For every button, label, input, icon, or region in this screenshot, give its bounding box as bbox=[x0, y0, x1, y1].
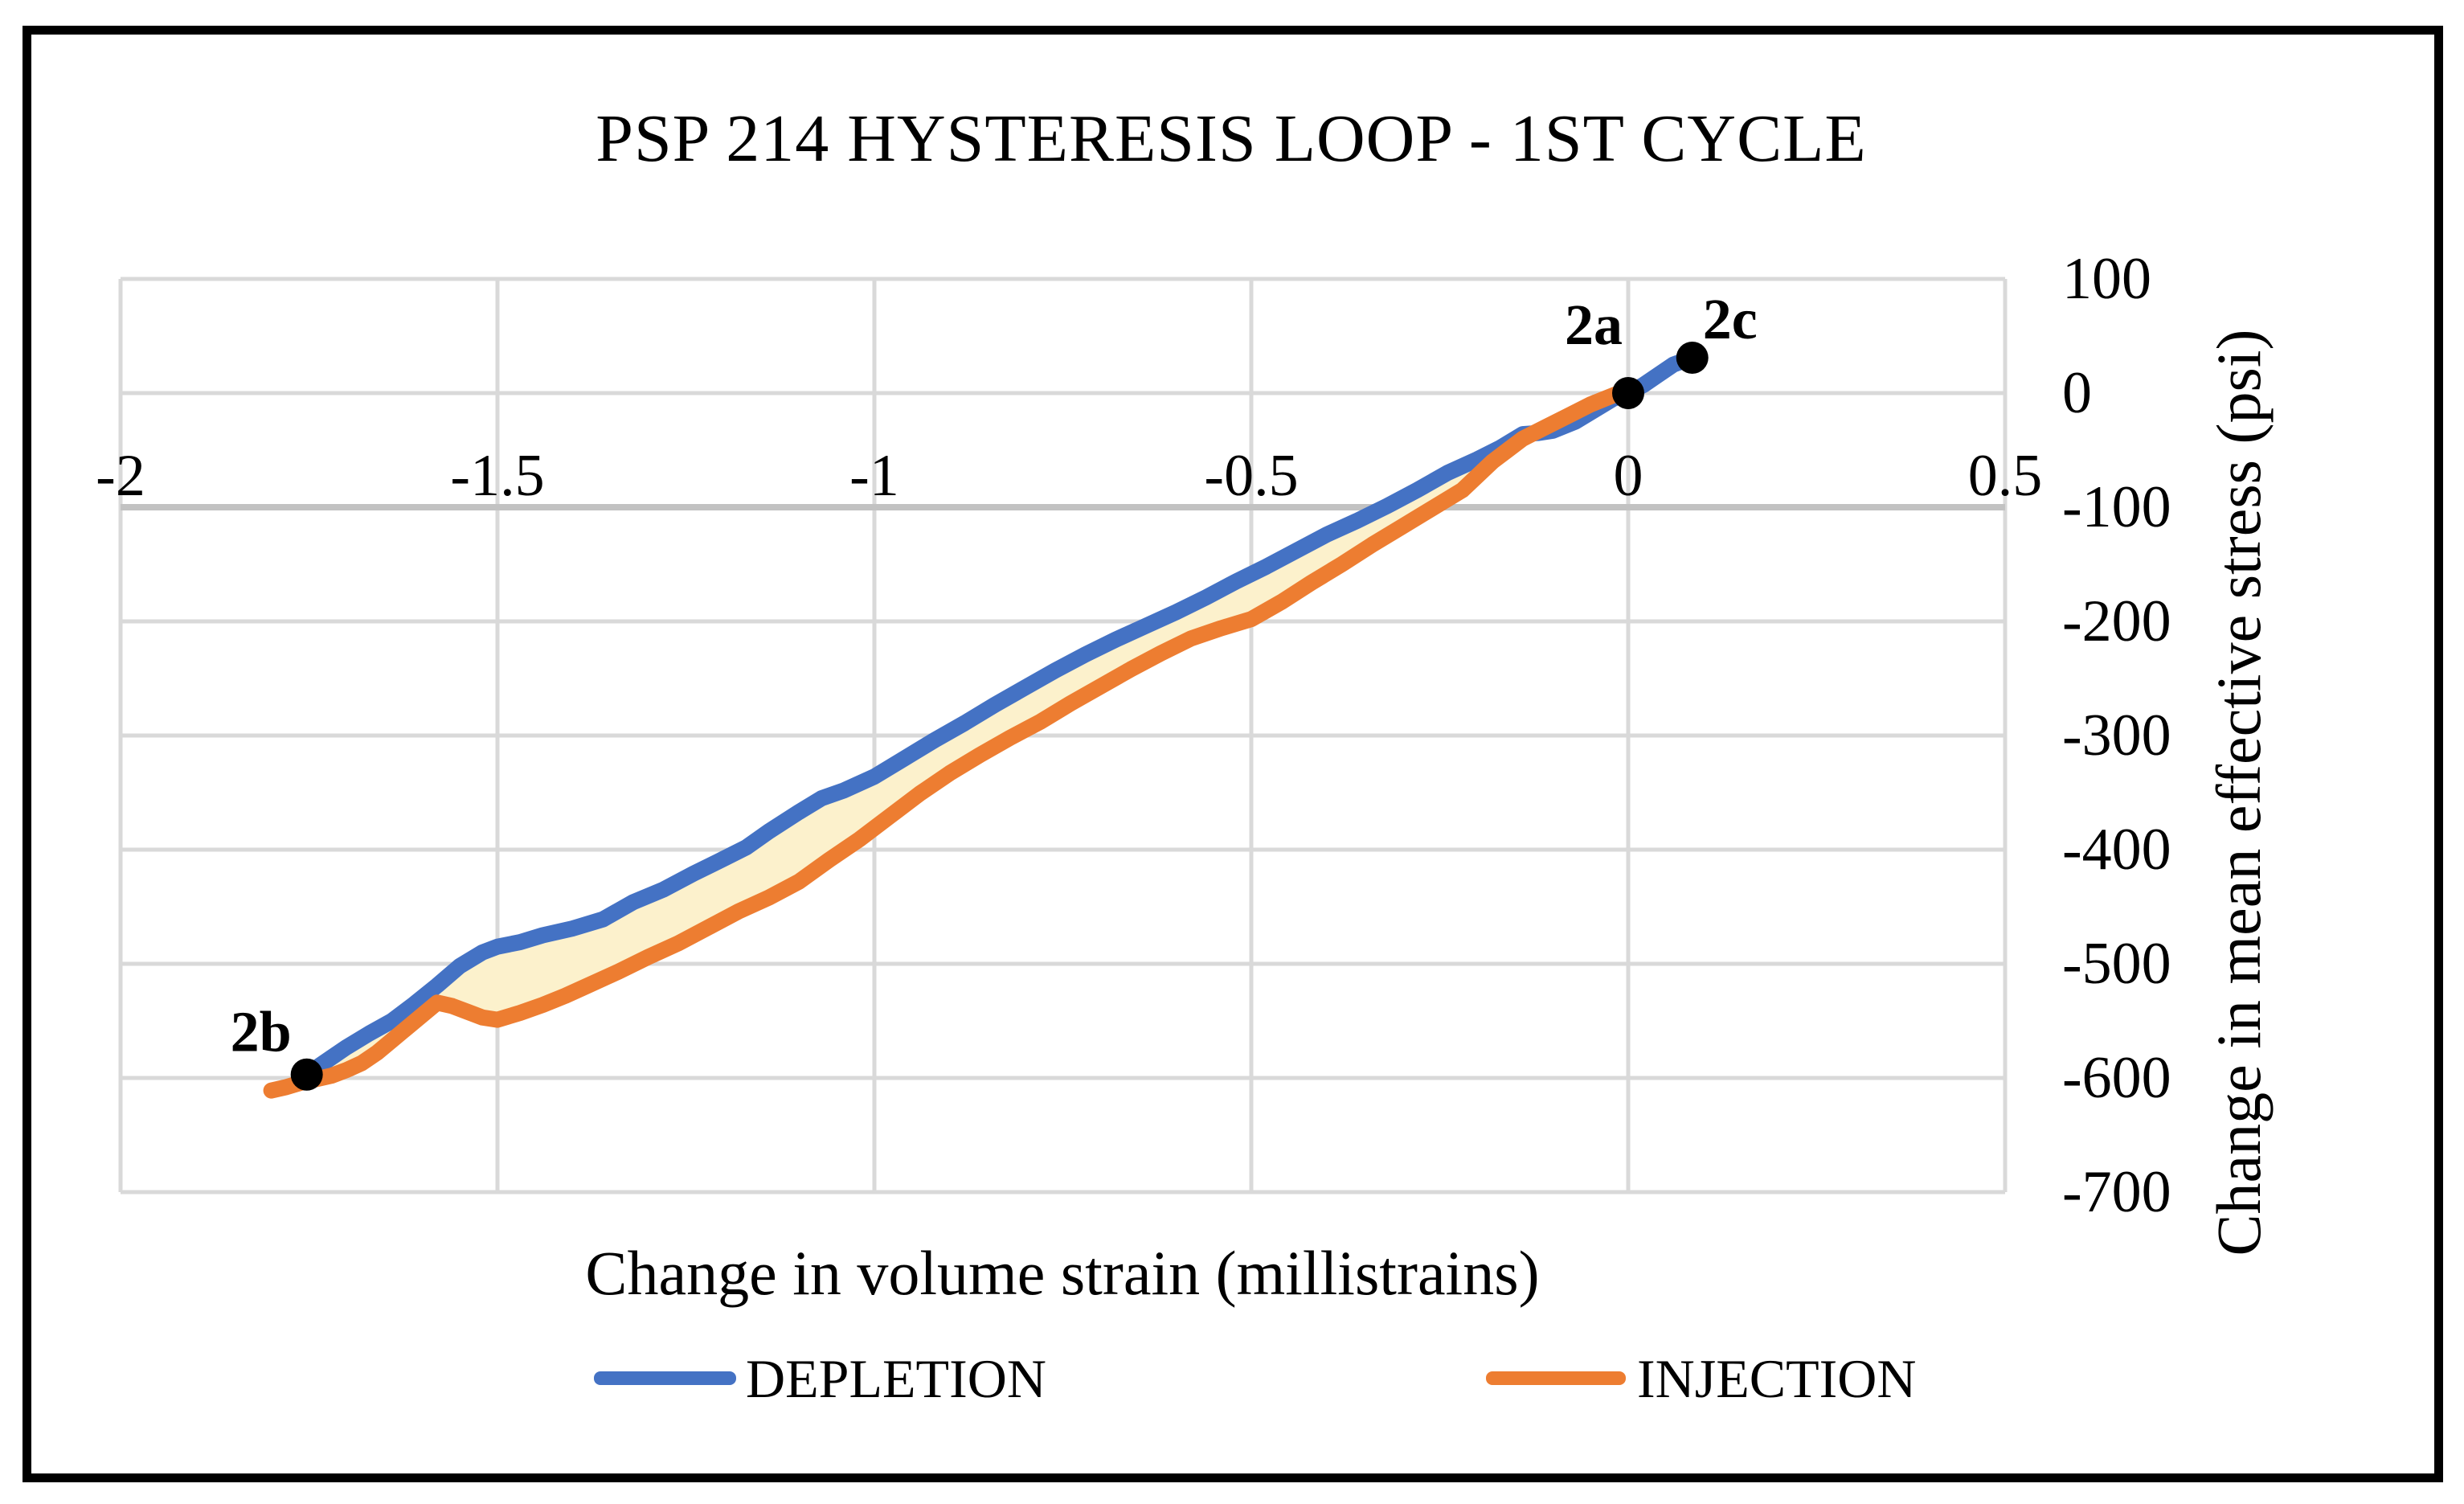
data-point-marker-2a bbox=[1612, 377, 1644, 409]
y-axis-title: Change in mean effective stress (psi) bbox=[2204, 329, 2274, 1256]
data-point-marker-2c bbox=[1676, 341, 1709, 374]
x-tick-label: -2 bbox=[96, 443, 145, 509]
y-tick-label: -600 bbox=[2062, 1045, 2171, 1111]
y-tick-label: 100 bbox=[2062, 246, 2151, 312]
x-tick-label: -0.5 bbox=[1204, 443, 1298, 509]
legend: DEPLETION INJECTION bbox=[594, 1348, 1917, 1409]
data-point-marker-2b bbox=[290, 1058, 323, 1091]
axis-tick-labels: -2 -1.5 -1 -0.5 0 0.5 100 0 -100 -200 -300 -400 -500… bbox=[96, 246, 2171, 1225]
data-series-lines bbox=[263, 349, 1701, 1099]
chart-frame bbox=[23, 26, 2443, 1482]
point-annotations: 2a 2b 2c bbox=[231, 287, 1758, 1091]
depletion-legend-swatch bbox=[594, 1371, 736, 1385]
annotation-label-2a: 2a bbox=[1565, 293, 1623, 357]
x-axis-title: Change in volume strain (millistrains) bbox=[585, 1238, 1539, 1308]
y-tick-label: -700 bbox=[2062, 1159, 2171, 1225]
x-tick-label: -1.5 bbox=[450, 443, 544, 509]
injection-legend-swatch bbox=[1486, 1371, 1626, 1385]
y-tick-label: -300 bbox=[2062, 703, 2171, 768]
x-tick-label: 0.5 bbox=[1968, 443, 2043, 509]
y-tick-label: -400 bbox=[2062, 817, 2171, 883]
x-tick-label: -1 bbox=[849, 443, 899, 509]
injection-legend-label: INJECTION bbox=[1637, 1348, 1917, 1409]
y-tick-label: -100 bbox=[2062, 474, 2171, 540]
x-tick-label: 0 bbox=[1614, 443, 1643, 509]
annotation-label-2b: 2b bbox=[231, 1000, 292, 1064]
depletion-legend-label: DEPLETION bbox=[746, 1348, 1046, 1409]
gridlines bbox=[118, 277, 2008, 1195]
y-tick-label: 0 bbox=[2062, 360, 2092, 426]
annotation-label-2c: 2c bbox=[1703, 287, 1758, 351]
y-tick-label: -200 bbox=[2062, 588, 2171, 654]
y-tick-label: -500 bbox=[2062, 931, 2171, 997]
chart-title: PSP 214 HYSTERESIS LOOP - 1ST CYCLE bbox=[596, 101, 1867, 176]
